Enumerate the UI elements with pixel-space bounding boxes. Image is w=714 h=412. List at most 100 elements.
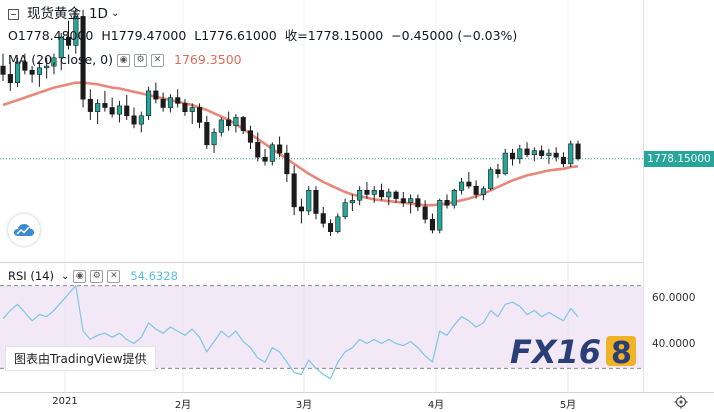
candle[interactable] — [451, 188, 457, 209]
candle[interactable] — [553, 147, 559, 162]
candle[interactable] — [349, 194, 355, 212]
candle[interactable] — [444, 194, 450, 209]
candle[interactable] — [189, 103, 195, 125]
candle[interactable] — [131, 107, 137, 129]
eye-icon[interactable]: ◉ — [117, 53, 131, 67]
candle[interactable] — [197, 103, 203, 129]
candle[interactable] — [240, 115, 246, 135]
candle[interactable] — [320, 206, 326, 228]
candle[interactable] — [146, 86, 152, 120]
candle[interactable] — [284, 144, 290, 183]
candle[interactable] — [218, 117, 224, 137]
candle[interactable] — [342, 198, 348, 220]
candle[interactable] — [378, 183, 385, 201]
candle[interactable] — [95, 99, 101, 125]
candle[interactable] — [546, 148, 552, 164]
candle[interactable] — [182, 99, 188, 116]
chevron-down-icon[interactable]: ⌄ — [60, 270, 70, 282]
candle[interactable] — [44, 57, 50, 79]
candle[interactable] — [167, 94, 173, 113]
candle[interactable] — [109, 97, 115, 118]
candle[interactable] — [66, 20, 72, 50]
candle[interactable] — [371, 186, 377, 203]
price-pane[interactable]: 现货黄金 , 1D ⌄ O1778.48000 H1779.47000 L177… — [0, 0, 714, 263]
collapse-icon[interactable] — [8, 8, 19, 20]
candle[interactable] — [153, 82, 159, 104]
candle[interactable] — [7, 61, 13, 91]
candle[interactable] — [502, 148, 508, 176]
candle[interactable] — [400, 191, 406, 207]
candle[interactable] — [327, 219, 334, 236]
eye-icon[interactable]: ◉ — [73, 269, 87, 283]
candle[interactable] — [357, 186, 363, 206]
candle[interactable] — [429, 213, 436, 234]
candle[interactable] — [226, 111, 232, 131]
symbol-name[interactable]: 现货黄金 — [27, 6, 81, 22]
gear-icon[interactable]: ⚙ — [90, 269, 104, 283]
candle[interactable] — [531, 147, 537, 162]
candle[interactable] — [262, 148, 268, 166]
candle[interactable] — [116, 100, 122, 123]
candle[interactable] — [298, 198, 305, 224]
candle[interactable] — [247, 125, 253, 149]
attribution-label[interactable]: 图表由TradingView提供 — [5, 346, 156, 371]
candle[interactable] — [22, 53, 28, 75]
candle[interactable] — [51, 53, 57, 75]
candle[interactable] — [124, 95, 130, 120]
rsi-pane[interactable]: RSI (14) ⌄ ◉ ⚙ ✕ 54.6328 60.0000 40.0000… — [0, 263, 714, 392]
candle[interactable] — [175, 89, 181, 108]
candle[interactable] — [58, 32, 64, 71]
candle[interactable] — [488, 167, 494, 191]
ma-label[interactable]: MA (20, close, 0) — [8, 52, 114, 67]
candle[interactable] — [524, 142, 530, 158]
candle[interactable] — [291, 165, 297, 216]
price-plot[interactable] — [0, 0, 714, 263]
pane-divider[interactable] — [0, 262, 643, 263]
candle[interactable] — [211, 128, 217, 154]
gear-icon[interactable] — [674, 394, 688, 412]
candle[interactable] — [277, 136, 283, 158]
interval-label[interactable]: 1D — [88, 6, 108, 22]
candle[interactable] — [480, 186, 487, 201]
candle[interactable] — [473, 180, 479, 199]
candle[interactable] — [204, 115, 210, 149]
candle[interactable] — [422, 200, 428, 224]
candle[interactable] — [233, 114, 239, 133]
candle[interactable] — [160, 92, 166, 112]
candle[interactable] — [29, 66, 35, 83]
candle[interactable] — [575, 140, 581, 161]
candle[interactable] — [568, 140, 574, 168]
candle[interactable] — [539, 145, 545, 159]
close-icon[interactable]: ✕ — [151, 53, 165, 67]
candle[interactable] — [306, 186, 312, 216]
candle[interactable] — [269, 142, 275, 166]
candle[interactable] — [495, 163, 501, 178]
candle[interactable] — [73, 8, 79, 54]
candle[interactable] — [466, 172, 472, 189]
candle[interactable] — [393, 190, 399, 203]
candle[interactable] — [560, 152, 567, 168]
candle[interactable] — [415, 194, 421, 212]
rsi-label[interactable]: RSI (14) — [8, 269, 54, 283]
candle[interactable] — [102, 90, 108, 112]
tradingview-cloud-icon[interactable] — [8, 214, 40, 246]
candle[interactable] — [364, 182, 370, 199]
candle[interactable] — [386, 188, 392, 206]
candle[interactable] — [80, 9, 86, 108]
candle[interactable] — [335, 213, 341, 234]
time-axis[interactable]: 2021 2月 3月 4月 5月 — [0, 392, 714, 412]
candle[interactable] — [87, 89, 93, 120]
candle[interactable] — [458, 177, 465, 195]
candle[interactable] — [517, 144, 523, 164]
close-icon[interactable]: ✕ — [107, 269, 121, 283]
candle[interactable] — [15, 57, 21, 87]
candle[interactable] — [255, 132, 261, 162]
candle[interactable] — [138, 111, 144, 133]
candle[interactable] — [0, 53, 6, 82]
candle[interactable] — [313, 186, 319, 220]
gear-icon[interactable]: ⚙ — [134, 53, 148, 67]
candle[interactable] — [36, 61, 43, 87]
chevron-down-icon[interactable]: ⌄ — [110, 8, 120, 19]
candle[interactable] — [509, 148, 516, 166]
candle[interactable] — [408, 194, 414, 214]
